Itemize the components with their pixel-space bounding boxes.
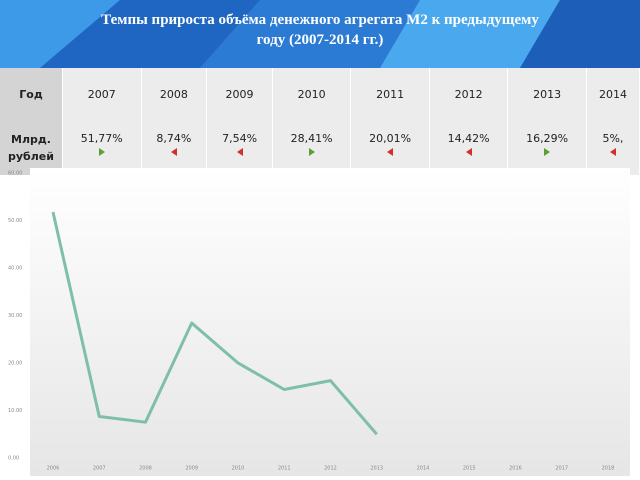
cell: 2008 — [141, 68, 208, 120]
y-tick-label: 40.00 — [8, 266, 22, 272]
y-tick-label: 30.00 — [8, 313, 22, 319]
cell-text: 28,41% — [290, 132, 333, 145]
data-table: Год 2007 2008 2009 2010 2011 2012 2013 2… — [0, 68, 640, 175]
cell: 16,29% — [507, 120, 587, 175]
x-tick-label: 2013 — [370, 466, 383, 472]
arrow-down — [387, 148, 394, 156]
line — [51, 211, 378, 436]
cell: 7,54% — [206, 120, 273, 175]
x-tick-label: 2017 — [555, 466, 568, 472]
cell-text: 14,42% — [447, 132, 490, 145]
y-tick-label: 10.00 — [8, 408, 22, 414]
x-tick-label: 2018 — [602, 466, 615, 472]
cell: 5%, — [586, 120, 640, 175]
cell: 8,74% — [141, 120, 208, 175]
cell-text: 16,29% — [526, 132, 569, 145]
x-tick-label: 2008 — [139, 466, 152, 472]
cell: 2012 — [429, 68, 509, 120]
arrow-up — [544, 148, 551, 156]
background — [0, 0, 640, 68]
cell: 2007 — [62, 68, 142, 120]
x-tick-label: 2012 — [324, 466, 337, 472]
cell: 2010 — [272, 68, 352, 120]
arrow-down — [609, 148, 616, 156]
arrow-down — [236, 148, 243, 156]
arrow-up — [308, 148, 315, 156]
cell-text: 7,54% — [222, 132, 258, 145]
arrow-down — [170, 148, 177, 156]
cell: 2011 — [350, 68, 430, 120]
slide-title: Темпы прироста объёма денежного агрегата… — [101, 12, 539, 48]
x-tick-label: 2014 — [417, 466, 430, 472]
cell: 2014 — [586, 68, 640, 120]
x-tick-label: 2009 — [185, 466, 198, 472]
cell-text: 20,01% — [369, 132, 412, 145]
cell: 51,77% — [62, 120, 142, 175]
arrow-down — [465, 148, 472, 156]
plot-background — [30, 168, 630, 476]
cell-text: 51,77% — [80, 132, 123, 145]
cell: Год — [0, 68, 63, 120]
cell-text: 8,74% — [156, 132, 192, 145]
arrow-up — [98, 148, 105, 156]
x-tick-label: 2015 — [463, 466, 476, 472]
y-tick-label: 20.00 — [8, 361, 22, 367]
cell: 2009 — [206, 68, 273, 120]
cell: 28,41% — [272, 120, 352, 175]
y-tick-label: 50.00 — [8, 218, 22, 224]
x-tick-label: 2011 — [278, 466, 291, 472]
cell: Млрд. рублей — [0, 120, 63, 175]
x-tick-label: 2006 — [47, 466, 60, 472]
y-tick-label: 0.00 — [8, 456, 19, 462]
x-tick-label: 2010 — [232, 466, 245, 472]
cell: 2013 — [507, 68, 587, 120]
cell-text: 5%, — [602, 132, 624, 145]
cell: 14,42% — [429, 120, 509, 175]
x-tick-label: 2016 — [509, 466, 522, 472]
x-tick-label: 2007 — [93, 466, 106, 472]
cell: 20,01% — [350, 120, 430, 175]
